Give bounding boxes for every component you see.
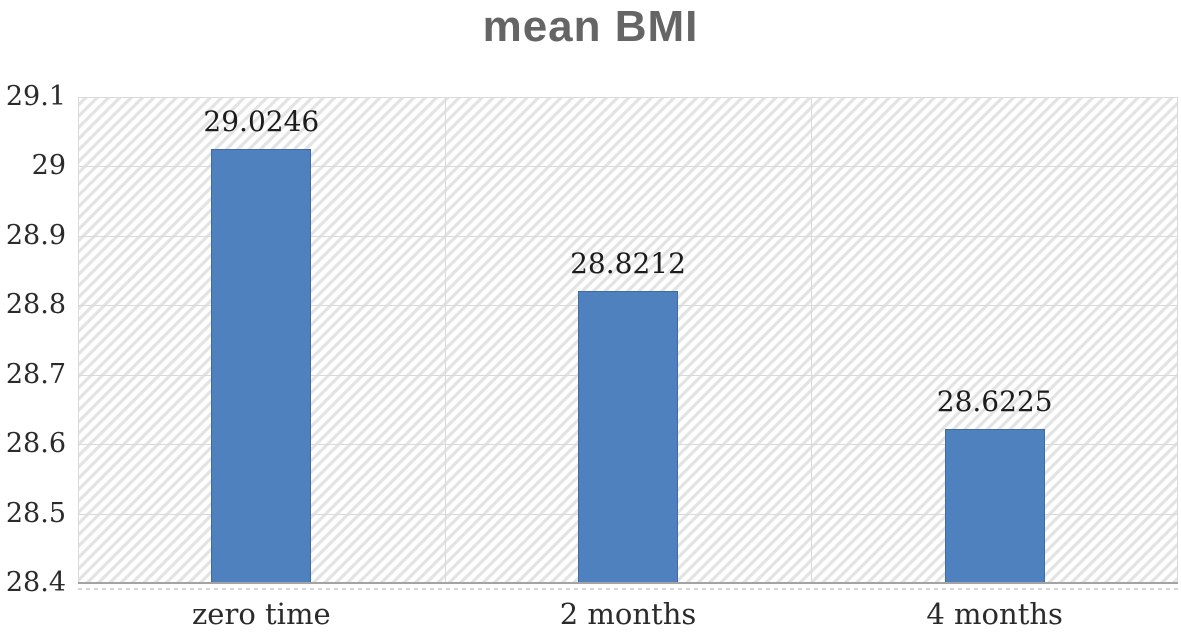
bar-value-label: 29.0246: [203, 105, 320, 139]
bar-value-label: 28.6225: [936, 384, 1053, 418]
x-axis-line: [78, 582, 1178, 584]
gridline-horizontal: [78, 235, 1178, 237]
bar: [944, 428, 1045, 583]
gridline-vertical: [1177, 97, 1178, 583]
bar-value-label: 28.8212: [570, 246, 686, 280]
y-tick-label: 28.5: [5, 497, 66, 529]
gridline-vertical: [78, 97, 79, 583]
y-tick-label: 29.1: [5, 81, 66, 112]
y-tick-label: 28.4: [5, 567, 66, 598]
y-tick-label: 28.9: [5, 219, 66, 251]
x-tick-label: zero time: [192, 597, 331, 631]
bar: [578, 290, 678, 583]
gridline-vertical: [811, 97, 813, 583]
bar: [211, 149, 312, 583]
y-tick-label: 28.7: [5, 358, 66, 390]
y-tick-label: 28.6: [5, 428, 66, 460]
gridline-vertical: [444, 97, 446, 583]
gridline-horizontal: [78, 97, 1178, 98]
y-tick-label: 28.8: [5, 289, 66, 321]
x-tick-label: 2 months: [559, 597, 697, 631]
chart-title: mean BMI: [482, 2, 699, 51]
x-axis-dotted-line: [78, 588, 1178, 590]
x-tick-label: 4 months: [926, 597, 1063, 631]
y-tick-label: 29: [31, 150, 66, 182]
gridline-horizontal: [78, 166, 1178, 168]
plot-area: 29.0246 28.8212 28.6225: [78, 97, 1178, 583]
